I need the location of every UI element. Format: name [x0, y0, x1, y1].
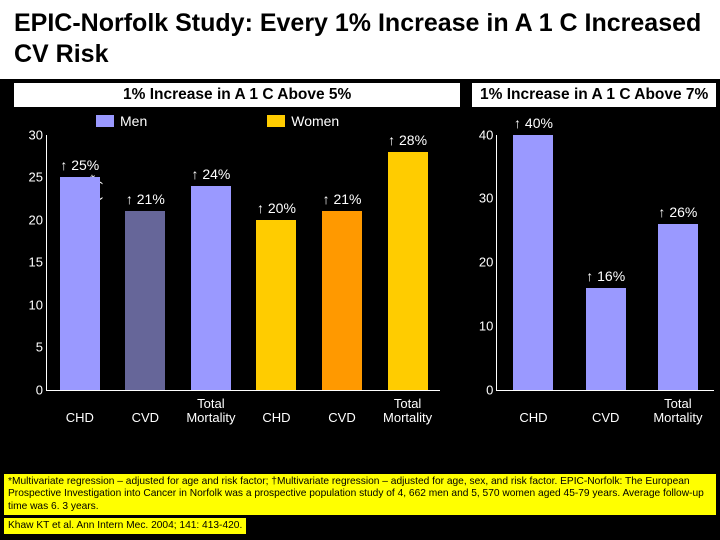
- legend-women-swatch: [267, 115, 285, 127]
- bar: ↑ 40%: [513, 135, 553, 390]
- bar-value-label: ↑ 26%: [658, 204, 697, 220]
- footnotes: *Multivariate regression – adjusted for …: [4, 471, 716, 534]
- x-category-label: CHD: [244, 411, 310, 425]
- right-bars: ↑ 40%CHD↑ 16%CVD↑ 26%Total Mortality: [497, 135, 714, 390]
- x-category-label: CHD: [497, 411, 569, 425]
- ytick: 15: [19, 255, 43, 270]
- ytick: 25: [19, 170, 43, 185]
- right-plot: ↑ 40%CHD↑ 16%CVD↑ 26%Total Mortality 010…: [496, 135, 714, 391]
- legend-women-label: Women: [291, 113, 339, 129]
- bar-group: ↑ 25%CHD: [47, 135, 113, 390]
- bar: ↑ 26%: [658, 224, 698, 390]
- subheader-left: 1% Increase in A 1 C Above 5%: [14, 83, 460, 107]
- left-bars: ↑ 25%CHD↑ 21%CVD↑ 24%Total Mortality↑ 20…: [47, 135, 440, 390]
- bar: ↑ 21%: [125, 211, 165, 390]
- bar: ↑ 24%: [191, 186, 231, 390]
- left-chart: Increase in Relative Risk (%)* Men Women…: [0, 107, 446, 427]
- x-category-label: Total Mortality: [375, 397, 441, 426]
- ytick: 0: [469, 382, 493, 397]
- ytick: 40: [469, 127, 493, 142]
- legend: Men Women: [46, 113, 440, 129]
- ytick: 10: [19, 297, 43, 312]
- bar-value-label: ↑ 25%: [60, 157, 99, 173]
- x-category-label: CVD: [570, 411, 642, 425]
- x-category-label: CVD: [113, 411, 179, 425]
- ytick: 0: [19, 382, 43, 397]
- bar-group: ↑ 26%Total Mortality: [642, 135, 714, 390]
- bar-value-label: ↑ 21%: [126, 191, 165, 207]
- bar-value-label: ↑ 21%: [323, 191, 362, 207]
- bar-group: ↑ 28%Total Mortality: [375, 135, 441, 390]
- slide-title: EPIC-Norfolk Study: Every 1% Increase in…: [0, 0, 720, 79]
- subheader-right: 1% Increase in A 1 C Above 7%: [472, 83, 716, 107]
- x-category-label: Total Mortality: [178, 397, 244, 426]
- left-plot: ↑ 25%CHD↑ 21%CVD↑ 24%Total Mortality↑ 20…: [46, 135, 440, 391]
- bar-value-label: ↑ 28%: [388, 132, 427, 148]
- bar-value-label: ↑ 20%: [257, 200, 296, 216]
- ytick: 5: [19, 340, 43, 355]
- ytick: 10: [469, 318, 493, 333]
- x-category-label: CVD: [309, 411, 375, 425]
- bar: ↑ 20%: [256, 220, 296, 390]
- legend-women: Women: [267, 113, 339, 129]
- bar-group: ↑ 16%CVD: [570, 135, 642, 390]
- bar-value-label: ↑ 40%: [514, 115, 553, 131]
- ytick: 30: [469, 191, 493, 206]
- bar: ↑ 25%: [60, 177, 100, 390]
- bar-group: ↑ 21%CVD: [309, 135, 375, 390]
- bar: ↑ 28%: [388, 152, 428, 390]
- footnote-1: *Multivariate regression – adjusted for …: [4, 474, 716, 515]
- bar-group: ↑ 40%CHD: [497, 135, 569, 390]
- footnote-2: Khaw KT et al. Ann Intern Mec. 2004; 141…: [4, 518, 246, 534]
- bar: ↑ 16%: [586, 288, 626, 390]
- x-category-label: CHD: [47, 411, 113, 425]
- bar-group: ↑ 21%CVD: [113, 135, 179, 390]
- legend-men: Men: [96, 113, 147, 129]
- legend-men-swatch: [96, 115, 114, 127]
- ytick: 20: [469, 255, 493, 270]
- ytick: 30: [19, 127, 43, 142]
- x-category-label: Total Mortality: [642, 397, 714, 426]
- chart-row: Increase in Relative Risk (%)* Men Women…: [0, 107, 720, 427]
- bar-group: ↑ 20%CHD: [244, 135, 310, 390]
- bar: ↑ 21%: [322, 211, 362, 390]
- bar-value-label: ↑ 16%: [586, 268, 625, 284]
- subheader-row: 1% Increase in A 1 C Above 5% 1% Increas…: [0, 83, 720, 107]
- legend-men-label: Men: [120, 113, 147, 129]
- bar-value-label: ↑ 24%: [191, 166, 230, 182]
- ytick: 20: [19, 212, 43, 227]
- bar-group: ↑ 24%Total Mortality: [178, 135, 244, 390]
- right-chart: Increase in Relative Risk (%)† ↑ 40%CHD↑…: [456, 107, 720, 427]
